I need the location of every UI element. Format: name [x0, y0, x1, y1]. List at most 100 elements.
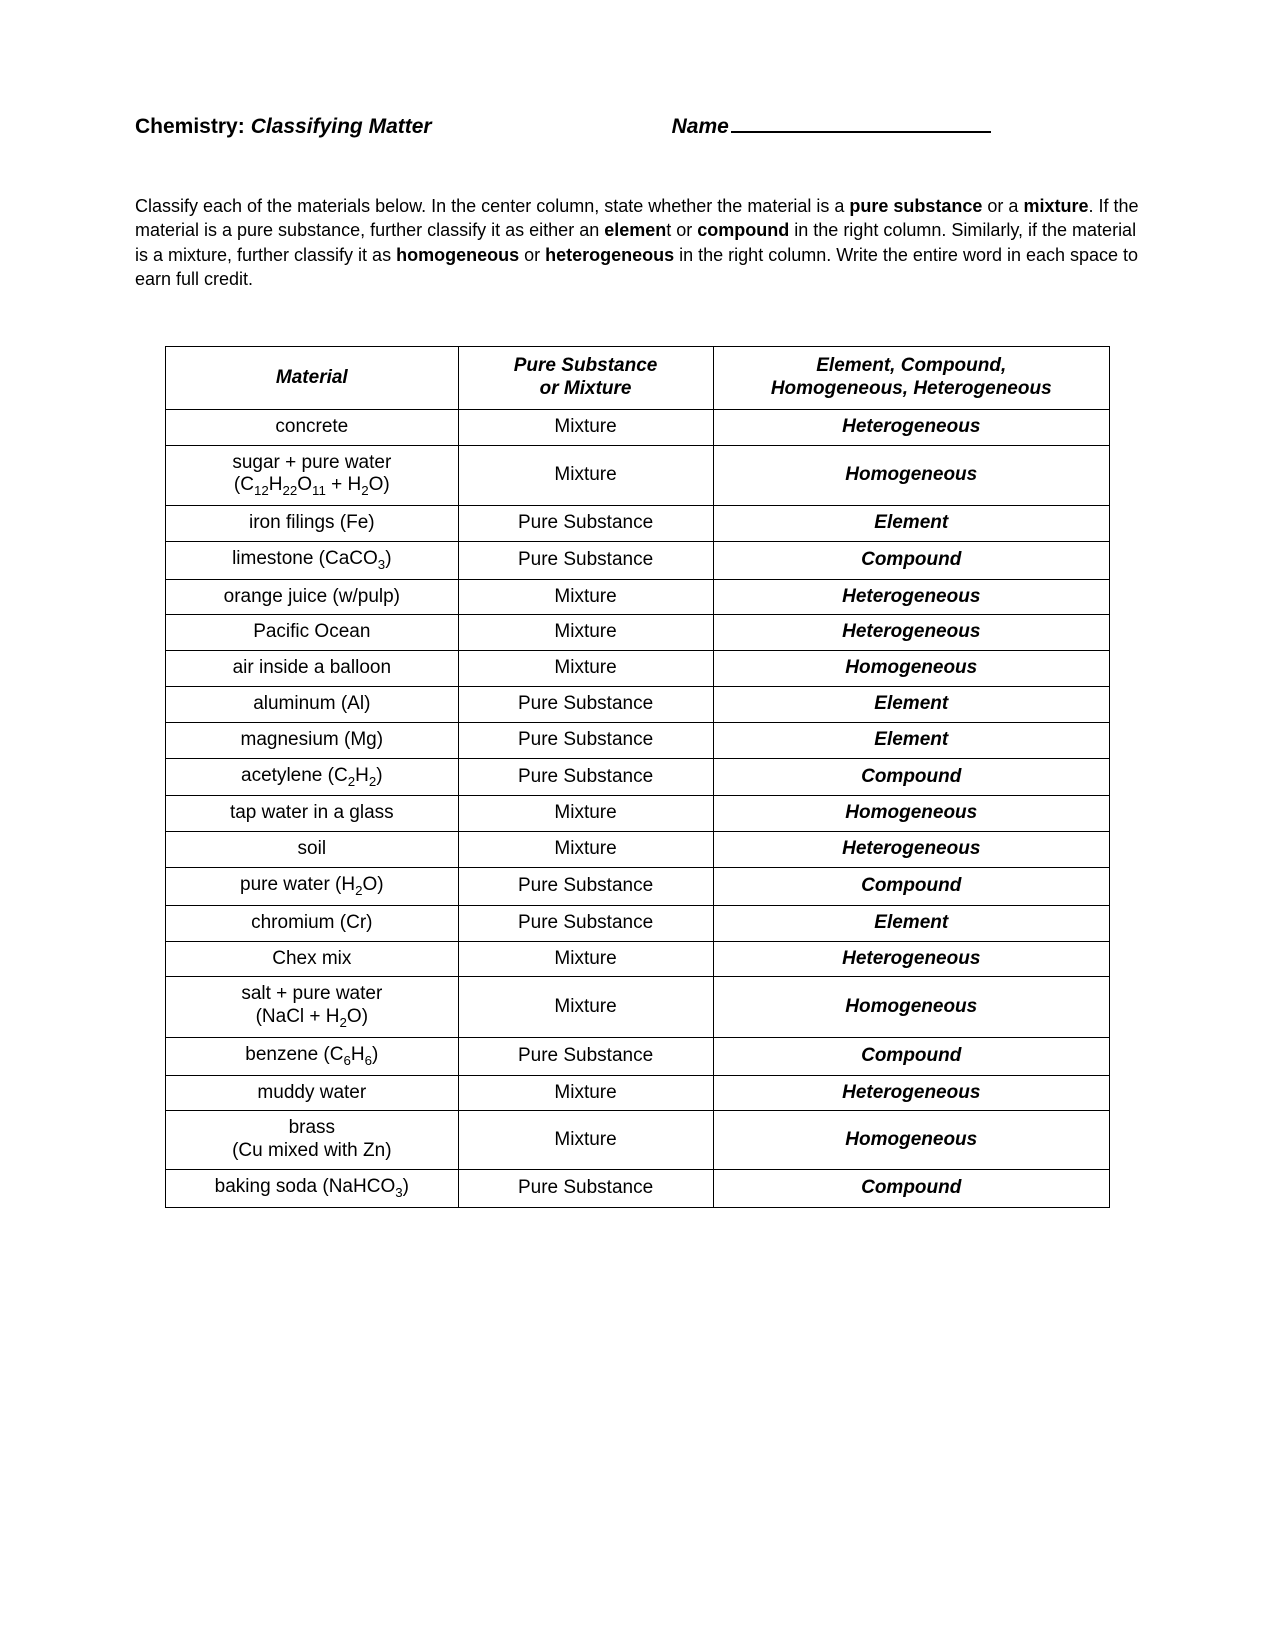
subclass-cell: Element: [713, 722, 1110, 758]
table-row: aluminum (Al)Pure SubstanceElement: [166, 687, 1110, 723]
subclass-cell: Compound: [713, 758, 1110, 796]
material-cell: muddy water: [166, 1075, 459, 1111]
instr-bold: elemen: [604, 220, 666, 240]
table-row: muddy waterMixtureHeterogeneous: [166, 1075, 1110, 1111]
subclass-cell: Homogeneous: [713, 796, 1110, 832]
subclass-cell: Element: [713, 905, 1110, 941]
classification-cell: Pure Substance: [458, 1170, 713, 1208]
material-cell: concrete: [166, 409, 459, 445]
material-cell: pure water (H2O): [166, 868, 459, 906]
material-cell: baking soda (NaHCO3): [166, 1170, 459, 1208]
table-row: acetylene (C2H2)Pure SubstanceCompound: [166, 758, 1110, 796]
table-row: brass(Cu mixed with Zn)MixtureHomogeneou…: [166, 1111, 1110, 1170]
instr-bold: heterogeneous: [545, 245, 674, 265]
subclass-cell: Element: [713, 506, 1110, 542]
table-row: iron filings (Fe)Pure SubstanceElement: [166, 506, 1110, 542]
classification-cell: Mixture: [458, 941, 713, 977]
instr-text: t or: [666, 220, 697, 240]
classification-cell: Mixture: [458, 409, 713, 445]
worksheet-header: Chemistry: Classifying Matter Name: [135, 115, 1140, 139]
table-row: benzene (C6H6)Pure SubstanceCompound: [166, 1037, 1110, 1075]
classification-cell: Pure Substance: [458, 687, 713, 723]
classification-cell: Pure Substance: [458, 905, 713, 941]
classification-cell: Mixture: [458, 1111, 713, 1170]
table-row: chromium (Cr)Pure SubstanceElement: [166, 905, 1110, 941]
subclass-cell: Compound: [713, 1170, 1110, 1208]
subclass-cell: Heterogeneous: [713, 579, 1110, 615]
table-row: concreteMixtureHeterogeneous: [166, 409, 1110, 445]
material-cell: limestone (CaCO3): [166, 541, 459, 579]
subclass-cell: Homogeneous: [713, 1111, 1110, 1170]
material-cell: iron filings (Fe): [166, 506, 459, 542]
classification-cell: Mixture: [458, 796, 713, 832]
classification-cell: Pure Substance: [458, 1037, 713, 1075]
table-row: Pacific OceanMixtureHeterogeneous: [166, 615, 1110, 651]
classification-cell: Pure Substance: [458, 541, 713, 579]
subclass-cell: Compound: [713, 868, 1110, 906]
table-header-row: Material Pure Substanceor Mixture Elemen…: [166, 347, 1110, 410]
name-blank-line: [731, 131, 991, 133]
table-row: magnesium (Mg)Pure SubstanceElement: [166, 722, 1110, 758]
table-body: concreteMixtureHeterogeneoussugar + pure…: [166, 409, 1110, 1207]
worksheet-title: Classifying Matter: [251, 115, 432, 139]
table-header-classification: Pure Substanceor Mixture: [458, 347, 713, 410]
subclass-cell: Element: [713, 687, 1110, 723]
material-cell: Pacific Ocean: [166, 615, 459, 651]
material-cell: soil: [166, 832, 459, 868]
classification-cell: Pure Substance: [458, 868, 713, 906]
table-row: baking soda (NaHCO3)Pure SubstanceCompou…: [166, 1170, 1110, 1208]
table-row: soilMixtureHeterogeneous: [166, 832, 1110, 868]
subclass-cell: Heterogeneous: [713, 941, 1110, 977]
classification-cell: Mixture: [458, 615, 713, 651]
table-row: Chex mixMixtureHeterogeneous: [166, 941, 1110, 977]
material-cell: Chex mix: [166, 941, 459, 977]
table-row: sugar + pure water(C12H22O11 + H2O)Mixtu…: [166, 445, 1110, 506]
table-header-material: Material: [166, 347, 459, 410]
material-cell: air inside a balloon: [166, 651, 459, 687]
subclass-cell: Heterogeneous: [713, 615, 1110, 651]
instr-bold: compound: [697, 220, 789, 240]
subclass-cell: Compound: [713, 1037, 1110, 1075]
classification-cell: Mixture: [458, 651, 713, 687]
material-cell: aluminum (Al): [166, 687, 459, 723]
material-cell: chromium (Cr): [166, 905, 459, 941]
classification-cell: Mixture: [458, 977, 713, 1038]
instr-text: or a: [982, 196, 1023, 216]
classification-cell: Mixture: [458, 579, 713, 615]
subclass-cell: Homogeneous: [713, 977, 1110, 1038]
table-row: limestone (CaCO3)Pure SubstanceCompound: [166, 541, 1110, 579]
material-cell: orange juice (w/pulp): [166, 579, 459, 615]
name-label: Name: [672, 115, 729, 139]
material-cell: salt + pure water(NaCl + H2O): [166, 977, 459, 1038]
subclass-cell: Heterogeneous: [713, 409, 1110, 445]
material-cell: tap water in a glass: [166, 796, 459, 832]
instructions-paragraph: Classify each of the materials below. In…: [135, 194, 1140, 291]
classification-cell: Pure Substance: [458, 722, 713, 758]
material-cell: benzene (C6H6): [166, 1037, 459, 1075]
subclass-cell: Heterogeneous: [713, 832, 1110, 868]
classification-cell: Mixture: [458, 832, 713, 868]
instr-text: or: [519, 245, 545, 265]
table-row: pure water (H2O)Pure SubstanceCompound: [166, 868, 1110, 906]
instr-text: Classify each of the materials below. In…: [135, 196, 849, 216]
table-row: salt + pure water(NaCl + H2O)MixtureHomo…: [166, 977, 1110, 1038]
material-cell: sugar + pure water(C12H22O11 + H2O): [166, 445, 459, 506]
material-cell: acetylene (C2H2): [166, 758, 459, 796]
instr-bold: homogeneous: [396, 245, 519, 265]
instr-bold: pure substance: [849, 196, 982, 216]
subclass-cell: Heterogeneous: [713, 1075, 1110, 1111]
table-header-subclass: Element, Compound,Homogeneous, Heterogen…: [713, 347, 1110, 410]
subclass-cell: Homogeneous: [713, 651, 1110, 687]
table-row: tap water in a glassMixtureHomogeneous: [166, 796, 1110, 832]
subject-label: Chemistry:: [135, 115, 245, 139]
instr-bold: mixture: [1023, 196, 1088, 216]
classification-cell: Pure Substance: [458, 758, 713, 796]
material-cell: magnesium (Mg): [166, 722, 459, 758]
classification-cell: Mixture: [458, 445, 713, 506]
table-row: orange juice (w/pulp)MixtureHeterogeneou…: [166, 579, 1110, 615]
table-row: air inside a balloonMixtureHomogeneous: [166, 651, 1110, 687]
material-cell: brass(Cu mixed with Zn): [166, 1111, 459, 1170]
classification-cell: Mixture: [458, 1075, 713, 1111]
classification-table: Material Pure Substanceor Mixture Elemen…: [165, 346, 1110, 1208]
subclass-cell: Homogeneous: [713, 445, 1110, 506]
